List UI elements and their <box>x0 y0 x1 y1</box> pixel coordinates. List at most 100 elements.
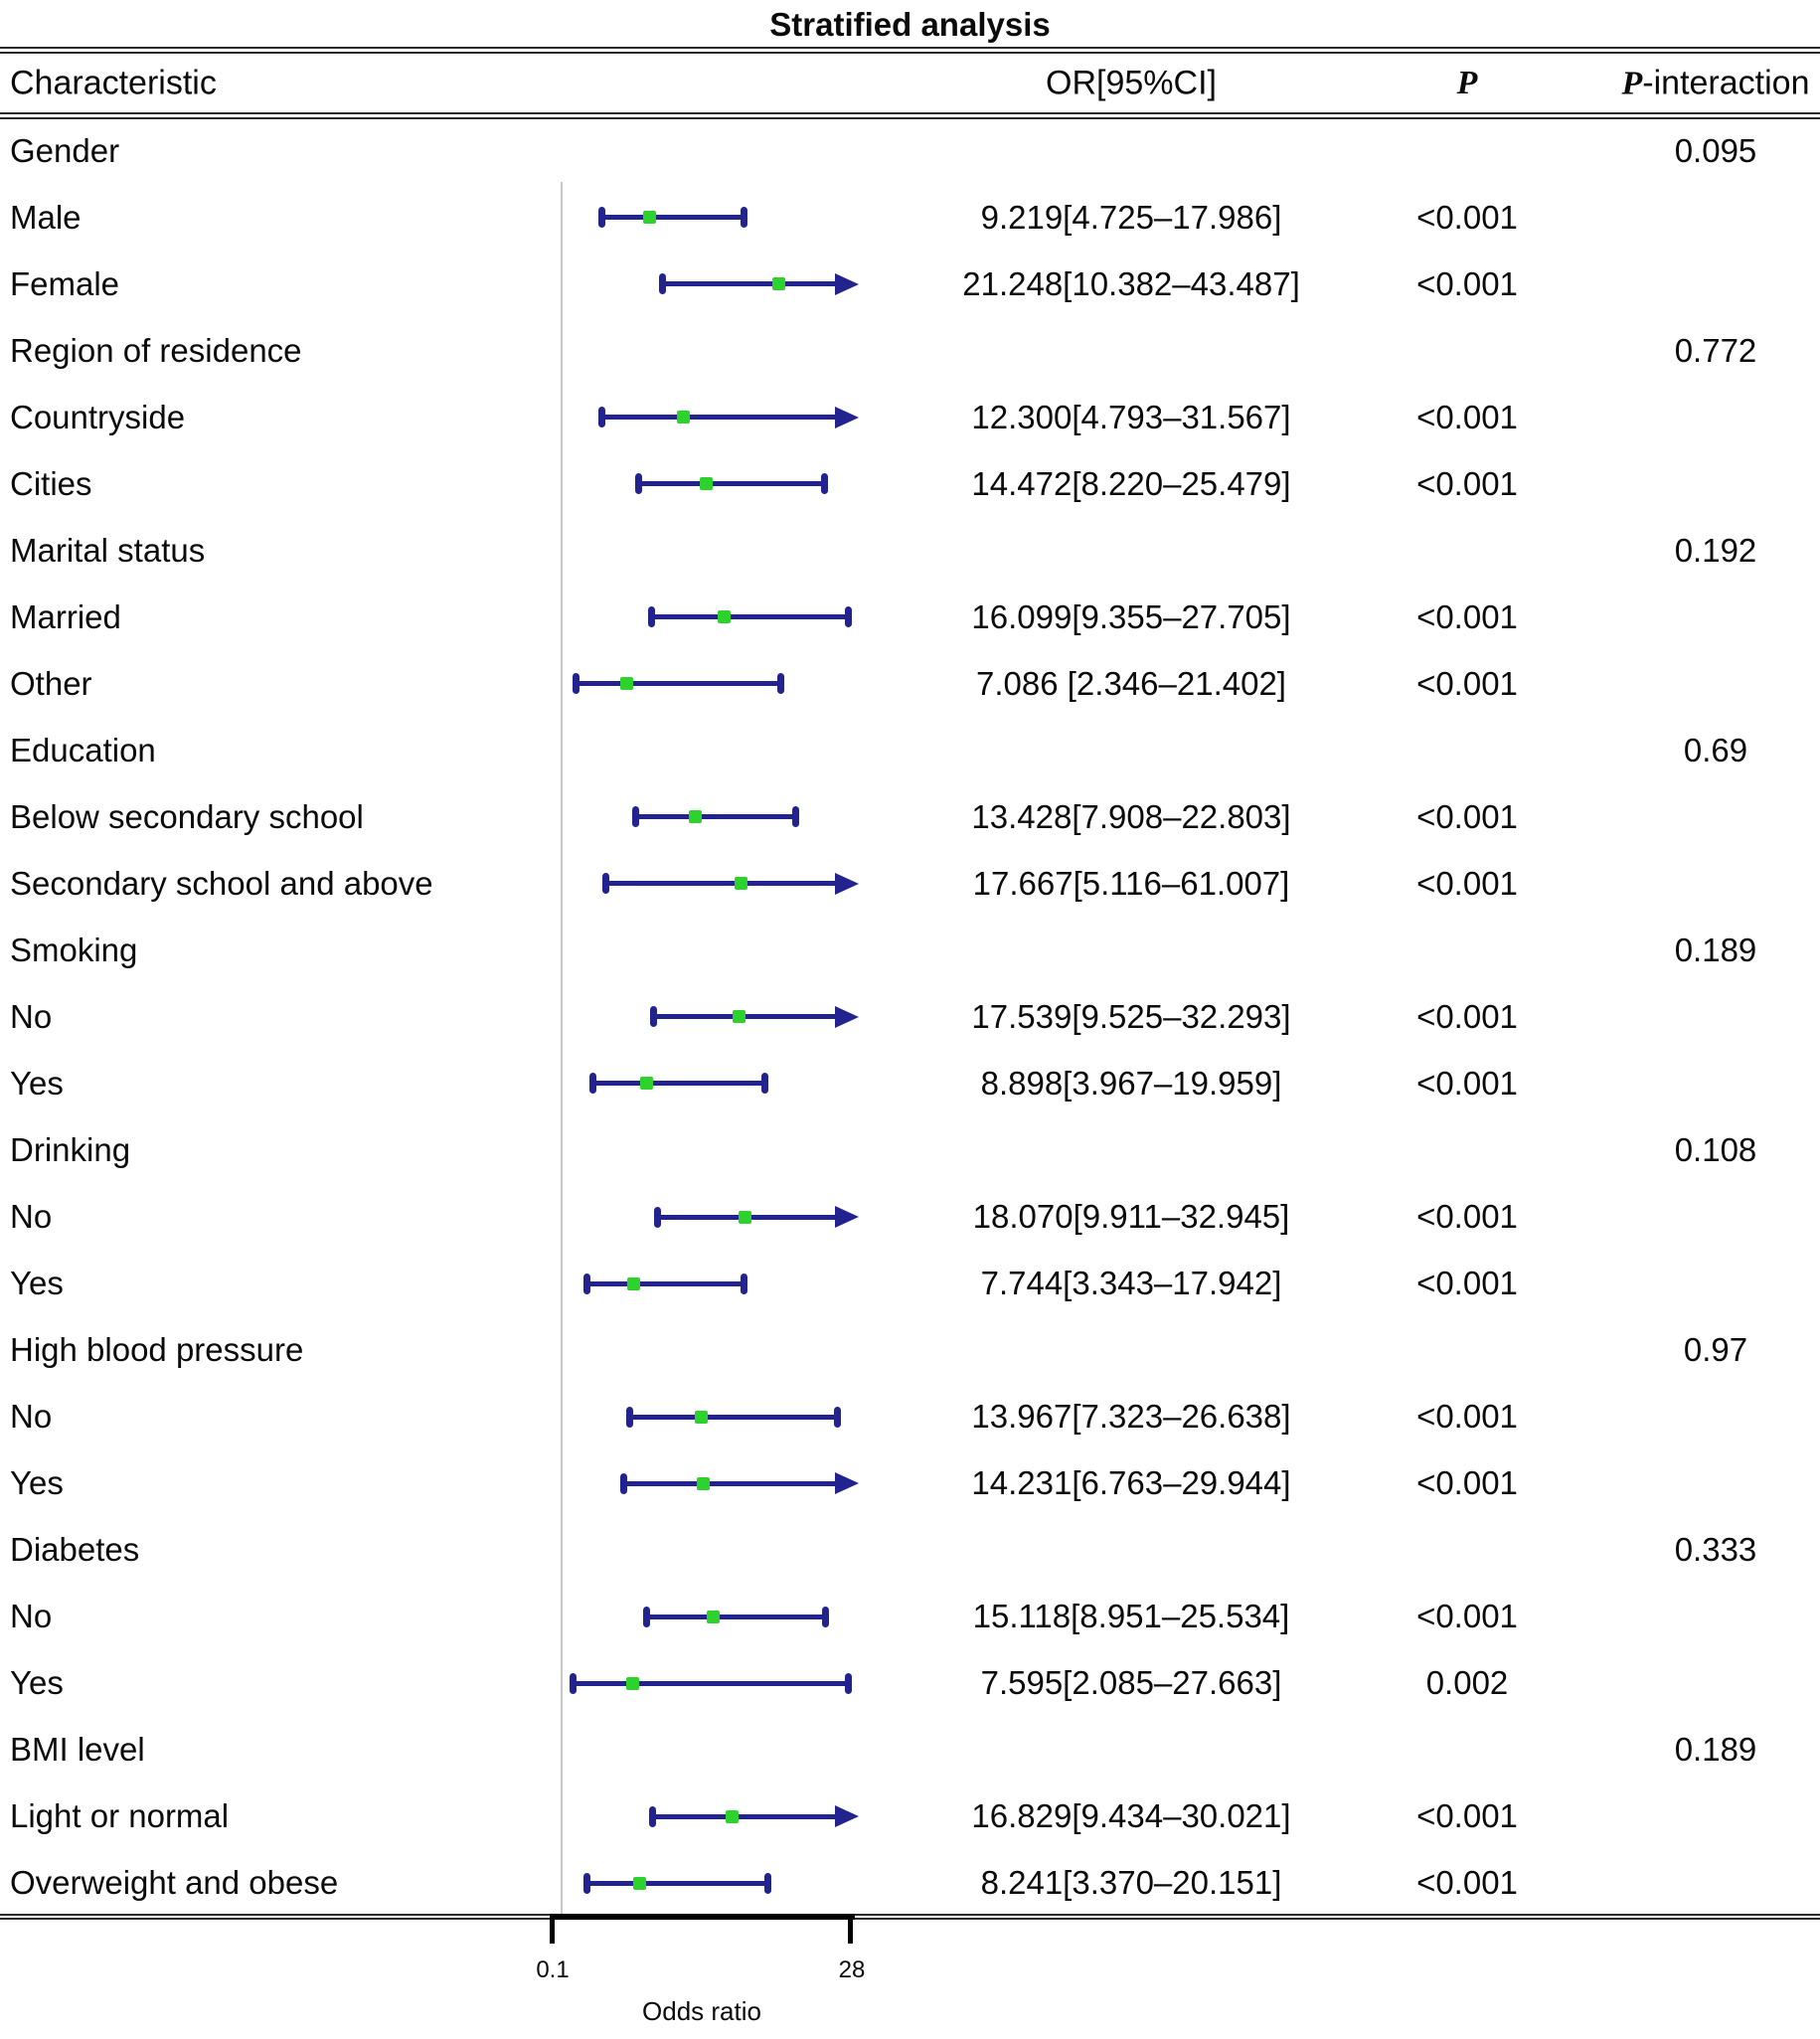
or-point-marker <box>632 1876 646 1890</box>
ci-lower-cap <box>647 606 655 628</box>
row-label: Smoking <box>10 931 138 968</box>
stratum-row: Cities 14.472[8.220–25.479] <0.001 <box>0 450 1820 517</box>
stratum-row: Light or normal 16.829[9.434–30.021] <0.00… <box>0 1784 1820 1850</box>
group-row: High blood pressure 0.97 <box>0 1317 1820 1384</box>
ci-upper-cap <box>792 806 800 828</box>
or-point-marker <box>733 1010 746 1024</box>
ci-bar <box>646 1614 826 1619</box>
p-interaction-value: 0.69 <box>1683 731 1748 768</box>
ci-lower-cap <box>582 1872 590 1894</box>
row-label: No <box>10 1398 53 1436</box>
stratum-row: No 13.967[7.323–26.638] <0.001 <box>0 1384 1820 1450</box>
p-value: <0.001 <box>1416 1398 1518 1436</box>
stratum-row: Overweight and obese 8.241[3.370–20.151] <… <box>0 1850 1820 1917</box>
stratum-row: Other 7.086 [2.346–21.402] <0.001 <box>0 650 1820 717</box>
ci-lower-cap <box>653 1206 661 1228</box>
ci-bar <box>576 681 781 687</box>
p-value: <0.001 <box>1416 664 1518 702</box>
column-header-characteristic: Characteristic <box>10 64 217 101</box>
stratum-row: Married 16.099[9.355–27.705] <0.001 <box>0 584 1820 650</box>
or-point-marker <box>707 1610 721 1623</box>
or-ci-value: 13.428[7.908–22.803] <box>971 797 1291 835</box>
or-ci-value: 14.472[8.220–25.479] <box>971 464 1291 502</box>
or-ci-value: 13.967[7.323–26.638] <box>971 1398 1291 1436</box>
group-row: Marital status 0.192 <box>0 517 1820 584</box>
or-point-marker <box>676 411 690 425</box>
ci-bar <box>629 1414 838 1420</box>
row-label: Countryside <box>10 398 186 435</box>
p-value: <0.001 <box>1416 597 1518 635</box>
p-interaction-value: 0.772 <box>1674 331 1757 369</box>
stratum-row: No 15.118[8.951–25.534] <0.001 <box>0 1584 1820 1650</box>
row-label: Female <box>10 264 120 302</box>
or-ci-value: 16.829[9.434–30.021] <box>971 1797 1291 1835</box>
or-point-marker <box>734 877 747 891</box>
ci-upper-arrow <box>835 1472 859 1495</box>
or-point-marker <box>625 1676 639 1690</box>
ci-upper-cap <box>833 1406 841 1428</box>
p-interaction-value: 0.97 <box>1683 1331 1748 1369</box>
p-interaction-suffix: -interaction <box>1642 64 1810 101</box>
or-point-marker <box>717 610 731 624</box>
or-ci-value: 18.070[9.911–32.945] <box>972 1198 1290 1236</box>
ci-bar <box>638 481 825 487</box>
or-point-marker <box>688 810 702 824</box>
or-point-marker <box>639 1077 653 1091</box>
or-point-marker <box>772 277 786 291</box>
or-point-marker <box>739 1210 751 1224</box>
group-row: Smoking 0.189 <box>0 917 1820 983</box>
ci-lower-cap <box>625 1406 633 1428</box>
row-label: Overweight and obese <box>10 1864 339 1902</box>
ci-bar <box>601 215 745 221</box>
column-header-row: Characteristic OR[95%CI] P P-interaction <box>0 54 1820 112</box>
ci-lower-cap <box>582 1273 590 1294</box>
p-value: <0.001 <box>1416 1797 1518 1835</box>
ci-bar <box>651 614 849 620</box>
row-label: Education <box>10 731 156 768</box>
ci-upper-cap <box>740 1273 747 1294</box>
p-value: <0.001 <box>1416 797 1518 835</box>
or-ci-value: 21.248[10.382–43.487] <box>962 264 1300 302</box>
stratum-row: Male 9.219[4.725–17.986] <0.001 <box>0 184 1820 251</box>
ci-lower-cap <box>658 273 666 295</box>
p-value: <0.001 <box>1416 864 1518 902</box>
row-label: Drinking <box>10 1130 131 1168</box>
or-point-marker <box>627 1276 641 1290</box>
p-value: <0.001 <box>1416 398 1518 435</box>
or-ci-value: 9.219[4.725–17.986] <box>980 198 1282 236</box>
or-ci-value: 14.231[6.763–29.944] <box>971 1464 1291 1502</box>
p-value: <0.001 <box>1416 264 1518 302</box>
or-ci-value: 8.241[3.370–20.151] <box>980 1864 1282 1902</box>
x-axis-tick-label-0: 0.1 <box>536 1956 570 1983</box>
ci-upper-cap <box>821 473 829 495</box>
group-row: Region of residence 0.772 <box>0 317 1820 384</box>
stratum-row: Female 21.248[10.382–43.487] <0.001 <box>0 251 1820 317</box>
p-value: <0.001 <box>1416 1864 1518 1902</box>
row-label: Diabetes <box>10 1531 140 1569</box>
row-label: Below secondary school <box>10 797 364 835</box>
or-ci-value: 16.099[9.355–27.705] <box>971 597 1291 635</box>
ci-bar <box>592 1081 765 1087</box>
x-axis-line <box>550 1914 855 1920</box>
ci-upper-cap <box>844 1672 852 1694</box>
p-interaction-value: 0.333 <box>1674 1531 1757 1569</box>
stratum-row: Yes 7.595[2.085–27.663] 0.002 <box>0 1650 1820 1717</box>
row-label: Yes <box>10 1664 64 1702</box>
p-interaction-value: 0.189 <box>1674 931 1757 968</box>
row-label: Region of residence <box>10 331 302 369</box>
ci-upper-cap <box>777 673 785 695</box>
ci-lower-cap <box>598 407 606 428</box>
row-label: Yes <box>10 1464 64 1502</box>
ci-lower-cap <box>632 806 640 828</box>
table-bottom-rule <box>0 1914 1820 1920</box>
p-interaction-value: 0.095 <box>1674 131 1757 169</box>
rows: Gender 0.095 Male 9.219[4.725–17.986] <0.001… <box>0 117 1820 1917</box>
p-interaction-value: 0.189 <box>1674 1731 1757 1769</box>
row-label: Light or normal <box>10 1797 230 1835</box>
ci-upper-arrow <box>835 1005 859 1028</box>
or-ci-value: 7.595[2.085–27.663] <box>980 1664 1282 1702</box>
row-label: Marital status <box>10 531 206 569</box>
or-ci-value: 8.898[3.967–19.959] <box>980 1064 1282 1102</box>
p-interaction-value: 0.192 <box>1674 531 1757 569</box>
